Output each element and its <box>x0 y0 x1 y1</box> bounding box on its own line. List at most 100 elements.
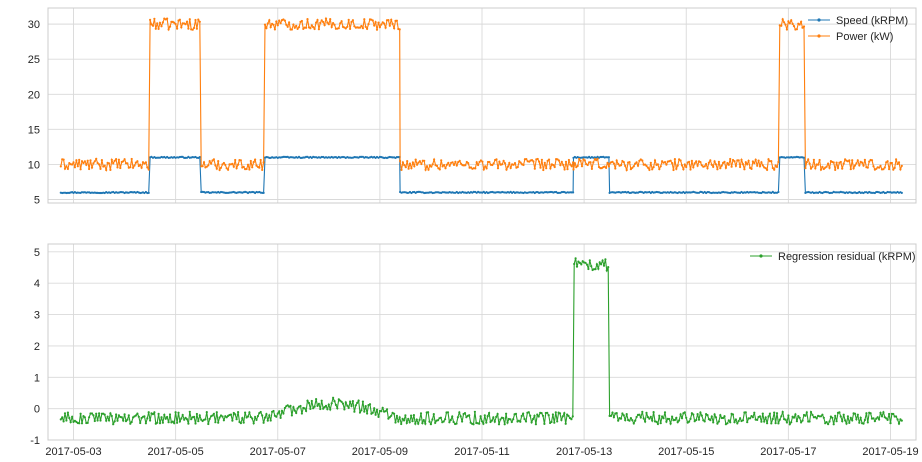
data-point <box>601 259 604 262</box>
data-point <box>431 418 434 421</box>
data-point <box>685 165 688 169</box>
data-point <box>246 415 250 418</box>
data-point <box>882 168 885 171</box>
data-point <box>612 416 616 419</box>
data-point <box>295 411 298 415</box>
data-point <box>679 159 682 162</box>
data-point <box>93 160 96 163</box>
data-point <box>707 161 711 164</box>
data-point <box>127 414 130 417</box>
data-point <box>194 422 197 425</box>
data-point <box>139 421 142 425</box>
data-point <box>716 168 719 171</box>
data-point <box>808 162 811 165</box>
data-point <box>767 415 770 418</box>
data-point <box>136 160 139 163</box>
data-point <box>428 420 431 423</box>
data-point <box>569 163 572 166</box>
data-point <box>106 415 109 418</box>
data-point <box>622 414 625 417</box>
data-point <box>498 160 501 163</box>
data-point <box>841 167 844 170</box>
data-point <box>262 421 265 424</box>
data-point <box>682 168 685 171</box>
data-point <box>540 158 544 161</box>
data-point <box>336 407 339 410</box>
data-point <box>405 421 408 425</box>
data-point <box>63 167 67 170</box>
data-point <box>692 166 695 169</box>
data-point <box>794 413 797 416</box>
data-point <box>751 160 755 163</box>
data-point <box>886 418 889 421</box>
data-point <box>545 167 548 170</box>
data-point <box>863 418 867 422</box>
data-point <box>659 422 662 425</box>
data-point <box>88 416 91 419</box>
data-point <box>612 162 616 165</box>
data-point <box>404 414 407 417</box>
data-point <box>523 417 526 421</box>
data-point <box>644 420 647 423</box>
legend-label: Power (kW) <box>836 31 893 43</box>
data-point <box>427 411 430 414</box>
data-point <box>395 19 398 22</box>
data-point <box>798 23 801 26</box>
data-point <box>587 267 590 271</box>
data-point <box>638 413 641 416</box>
data-point <box>703 420 706 423</box>
data-point <box>408 162 412 165</box>
data-point <box>407 417 410 421</box>
data-point <box>895 415 898 418</box>
data-point <box>421 422 424 425</box>
data-point <box>628 419 631 422</box>
data-point <box>724 166 728 169</box>
data-point <box>469 166 473 169</box>
data-point <box>512 163 515 166</box>
data-point <box>574 257 577 260</box>
x-tick-label: 2017-05-11 <box>454 446 509 458</box>
data-point <box>900 191 903 194</box>
data-point <box>839 415 842 418</box>
data-point <box>851 159 854 162</box>
data-point <box>710 415 713 418</box>
data-point <box>578 261 582 264</box>
data-point <box>788 22 791 25</box>
data-point <box>418 160 421 163</box>
data-point <box>63 412 67 415</box>
data-point <box>827 162 830 165</box>
data-point <box>197 18 200 21</box>
data-point <box>395 414 398 417</box>
data-point <box>211 414 214 417</box>
data-point <box>614 167 617 170</box>
data-point <box>78 422 81 425</box>
data-point <box>878 166 881 169</box>
data-point <box>629 417 633 420</box>
data-point <box>785 28 789 31</box>
data-point <box>99 419 102 422</box>
legend-marker <box>817 18 821 22</box>
data-point <box>180 417 183 420</box>
data-point <box>896 162 899 166</box>
data-point <box>509 418 512 421</box>
data-point <box>83 416 86 419</box>
data-point <box>485 421 488 424</box>
data-point <box>536 413 539 416</box>
data-point <box>731 158 735 162</box>
data-point <box>533 414 536 417</box>
data-point <box>841 420 844 423</box>
data-point <box>488 160 491 164</box>
data-point <box>787 20 790 23</box>
data-point <box>249 415 252 419</box>
data-point <box>764 167 767 170</box>
data-point <box>615 412 618 415</box>
data-point <box>819 415 823 418</box>
data-point <box>510 420 513 424</box>
x-tick-label: 2017-05-17 <box>760 446 816 458</box>
data-point <box>68 416 71 420</box>
data-point <box>151 413 155 416</box>
data-point <box>204 418 207 421</box>
data-point <box>539 166 542 169</box>
data-point <box>825 165 828 168</box>
data-point <box>489 420 492 424</box>
